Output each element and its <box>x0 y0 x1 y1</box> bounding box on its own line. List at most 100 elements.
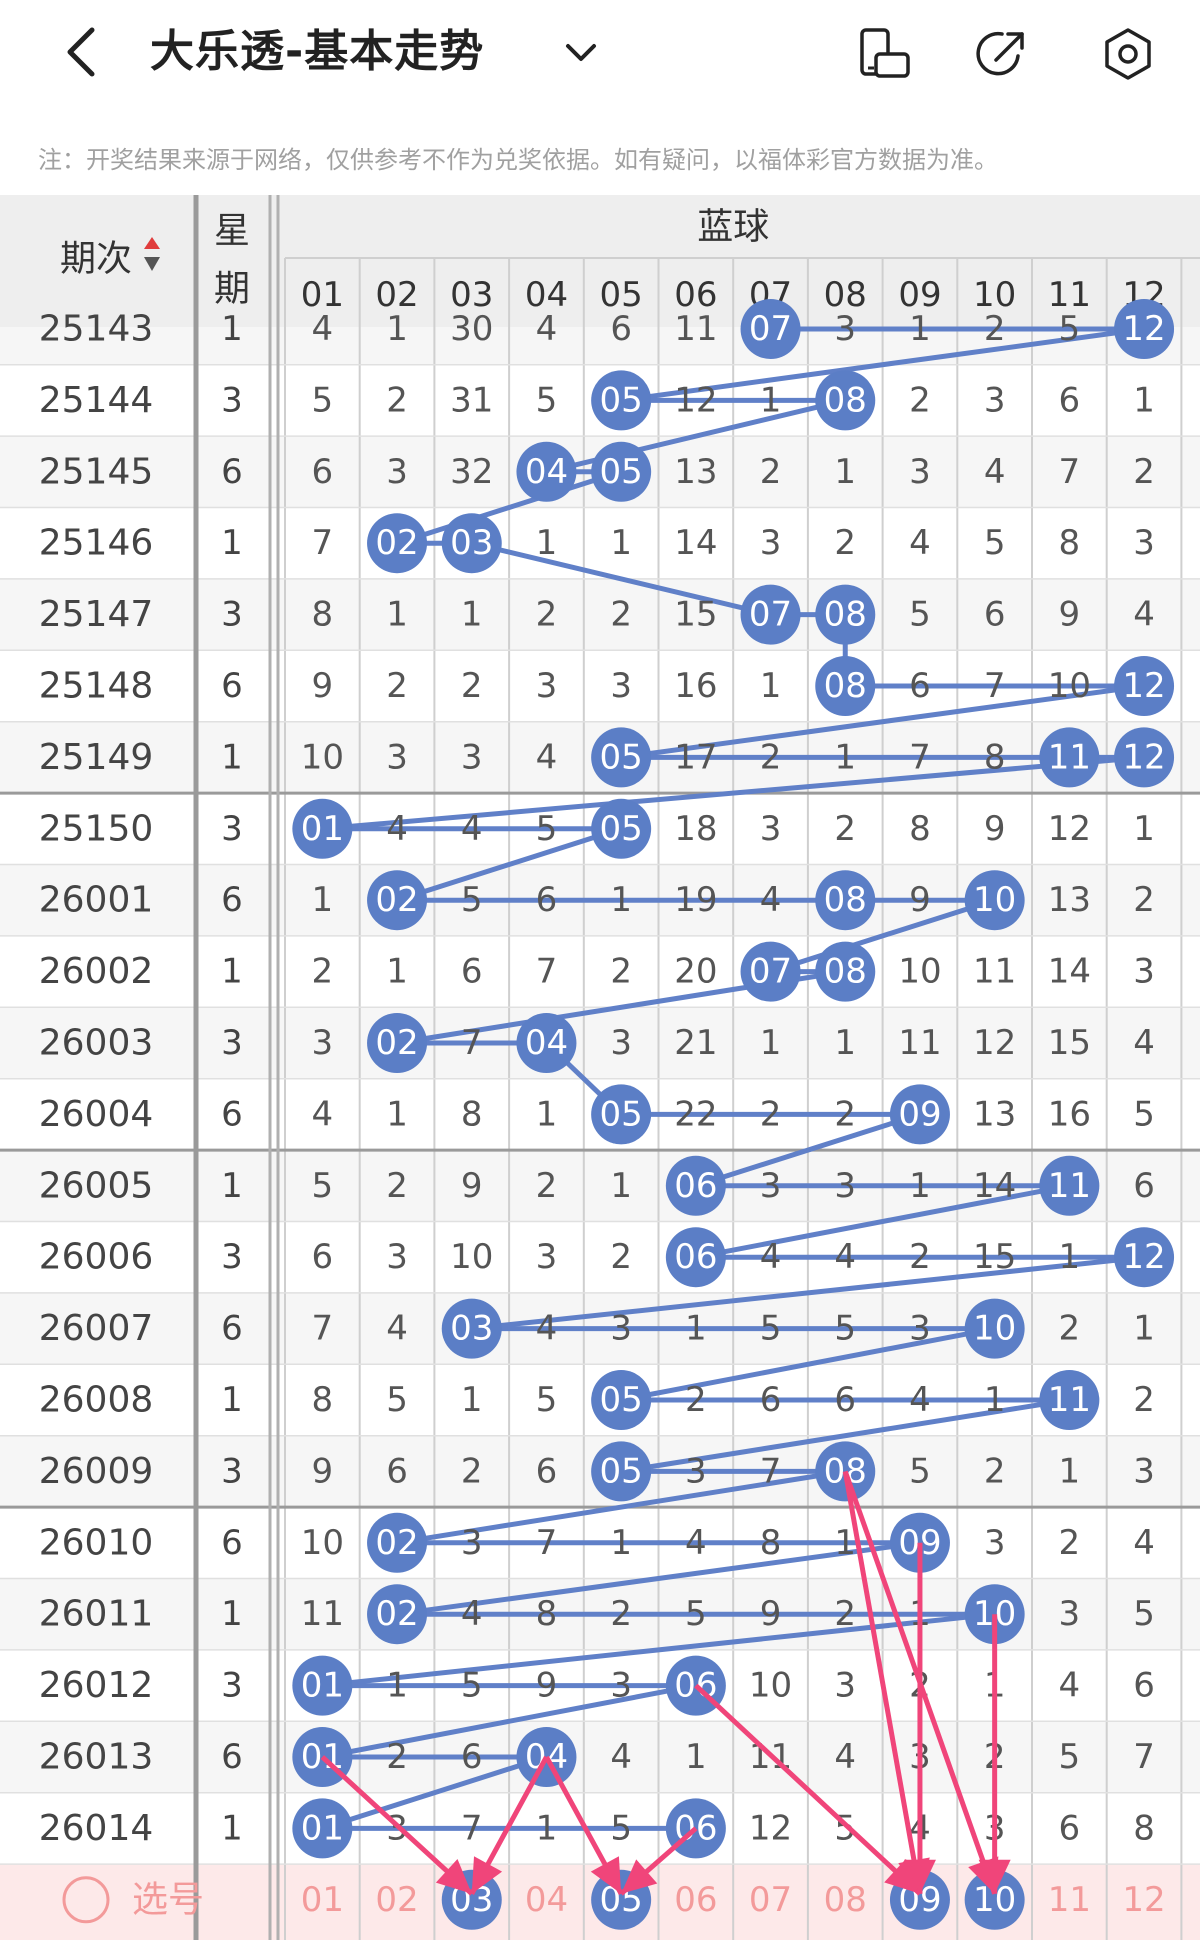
miss-count: 4 <box>461 1594 483 1634</box>
miss-count: 2 <box>610 952 632 992</box>
miss-count: 2 <box>1133 452 1155 492</box>
ball-marker <box>591 798 652 859</box>
miss-count: 2 <box>834 809 856 849</box>
miss-count: 1 <box>386 1666 408 1706</box>
miss-count: 3 <box>685 1451 707 1491</box>
miss-count: 30 <box>450 309 493 349</box>
miss-count: 1 <box>610 1166 632 1206</box>
miss-count: 9 <box>312 1451 334 1491</box>
trend-table[interactable]: 期次星期蓝球 01 02 03 04 05 06 07 08 09 10 11 12 25143 1 4 1 30… <box>0 195 1200 1940</box>
miss-count: 9 <box>1059 595 1081 635</box>
week-day: 6 <box>221 666 243 706</box>
miss-count: 2 <box>1059 1309 1081 1349</box>
selected-ball[interactable] <box>964 1869 1025 1930</box>
miss-count: 2 <box>760 737 782 777</box>
back-button[interactable] <box>52 22 112 82</box>
miss-count: 4 <box>760 1237 782 1277</box>
ball-marker <box>591 370 652 431</box>
miss-count: 6 <box>1133 1666 1155 1706</box>
ball-number: 08 <box>824 952 867 992</box>
miss-count: 2 <box>685 1380 707 1420</box>
pick-row-label[interactable]: 选号 <box>132 1879 204 1920</box>
miss-count: 4 <box>536 309 558 349</box>
miss-count: 1 <box>834 1023 856 1063</box>
miss-count: 1 <box>536 1808 558 1848</box>
miss-count: 1 <box>461 595 483 635</box>
miss-count: 1 <box>1133 809 1155 849</box>
pick-number-button[interactable]: 06 <box>674 1880 717 1920</box>
miss-count: 6 <box>386 1451 408 1491</box>
page-title[interactable]: 大乐透-基本走势 <box>150 26 485 77</box>
table-header-bg <box>0 195 1200 327</box>
column-header-number: 01 <box>301 275 344 315</box>
ball-number: 02 <box>375 880 418 920</box>
miss-count: 8 <box>1059 523 1081 563</box>
ball-number: 02 <box>375 1023 418 1063</box>
miss-count: 19 <box>674 880 717 920</box>
miss-count: 3 <box>1059 1594 1081 1634</box>
miss-count: 4 <box>1133 1523 1155 1563</box>
pick-number-button[interactable]: 08 <box>824 1880 867 1920</box>
ball-marker <box>815 584 876 645</box>
row-stripe <box>0 578 1200 651</box>
miss-count: 18 <box>674 809 717 849</box>
column-header-number: 04 <box>525 275 568 315</box>
miss-count: 2 <box>536 595 558 635</box>
sort-asc-icon[interactable] <box>144 237 160 249</box>
miss-count: 11 <box>898 1023 941 1063</box>
pick-number-button[interactable]: 01 <box>301 1880 344 1920</box>
pick-number-button[interactable]: 02 <box>375 1880 418 1920</box>
ball-number: 04 <box>525 1023 568 1063</box>
ball-marker <box>367 870 428 931</box>
trend-line <box>322 754 1145 832</box>
radio-unchecked-icon[interactable] <box>62 1876 110 1924</box>
ball-marker <box>665 1227 726 1288</box>
prediction-arrowhead <box>884 1858 920 1894</box>
issue-number: 26007 <box>39 1308 154 1349</box>
prediction-arrowhead <box>978 1859 1011 1894</box>
ball-number: 08 <box>824 595 867 635</box>
miss-count: 1 <box>610 880 632 920</box>
miss-count: 2 <box>461 666 483 706</box>
issue-number: 26012 <box>39 1665 154 1706</box>
ball-number: 02 <box>375 1523 418 1563</box>
miss-count: 2 <box>909 1237 931 1277</box>
top-bar: 大乐透-基本走势 <box>0 0 1200 104</box>
miss-count: 5 <box>386 1380 408 1420</box>
miss-count: 11 <box>674 309 717 349</box>
miss-count: 3 <box>1133 523 1155 563</box>
miss-count: 7 <box>536 1523 558 1563</box>
week-day: 1 <box>221 1594 243 1634</box>
miss-count: 7 <box>536 952 558 992</box>
miss-count: 2 <box>386 380 408 420</box>
pick-number-button[interactable]: 12 <box>1122 1880 1165 1920</box>
ball-number: 12 <box>1122 666 1165 706</box>
miss-count: 3 <box>1133 952 1155 992</box>
prediction-arrowhead <box>903 1859 936 1894</box>
miss-count: 1 <box>834 737 856 777</box>
ball-marker <box>1039 1155 1100 1216</box>
ball-marker <box>591 1084 652 1145</box>
ball-marker <box>292 1798 353 1859</box>
sort-desc-icon[interactable] <box>144 257 160 271</box>
trend-line <box>321 1754 548 1831</box>
share-button[interactable] <box>974 26 1030 82</box>
pick-number-button[interactable]: 07 <box>749 1880 792 1920</box>
column-header-issue[interactable]: 期次 <box>60 239 132 280</box>
ball-marker <box>367 1013 428 1073</box>
ball-number: 10 <box>973 1309 1016 1349</box>
settings-button[interactable] <box>1100 26 1156 82</box>
column-header-number: 11 <box>1048 275 1091 315</box>
pick-number-button[interactable]: 04 <box>525 1880 568 1920</box>
miss-count: 10 <box>749 1666 792 1706</box>
title-dropdown-button[interactable] <box>560 32 602 74</box>
miss-count: 3 <box>984 380 1006 420</box>
pick-number-button[interactable]: 11 <box>1048 1880 1091 1920</box>
ball-marker <box>1039 727 1100 788</box>
week-day: 3 <box>221 1023 243 1063</box>
rotate-screen-button[interactable] <box>856 26 912 82</box>
miss-count: 3 <box>536 666 558 706</box>
miss-count: 12 <box>973 1023 1016 1063</box>
issue-number: 25144 <box>39 380 154 421</box>
